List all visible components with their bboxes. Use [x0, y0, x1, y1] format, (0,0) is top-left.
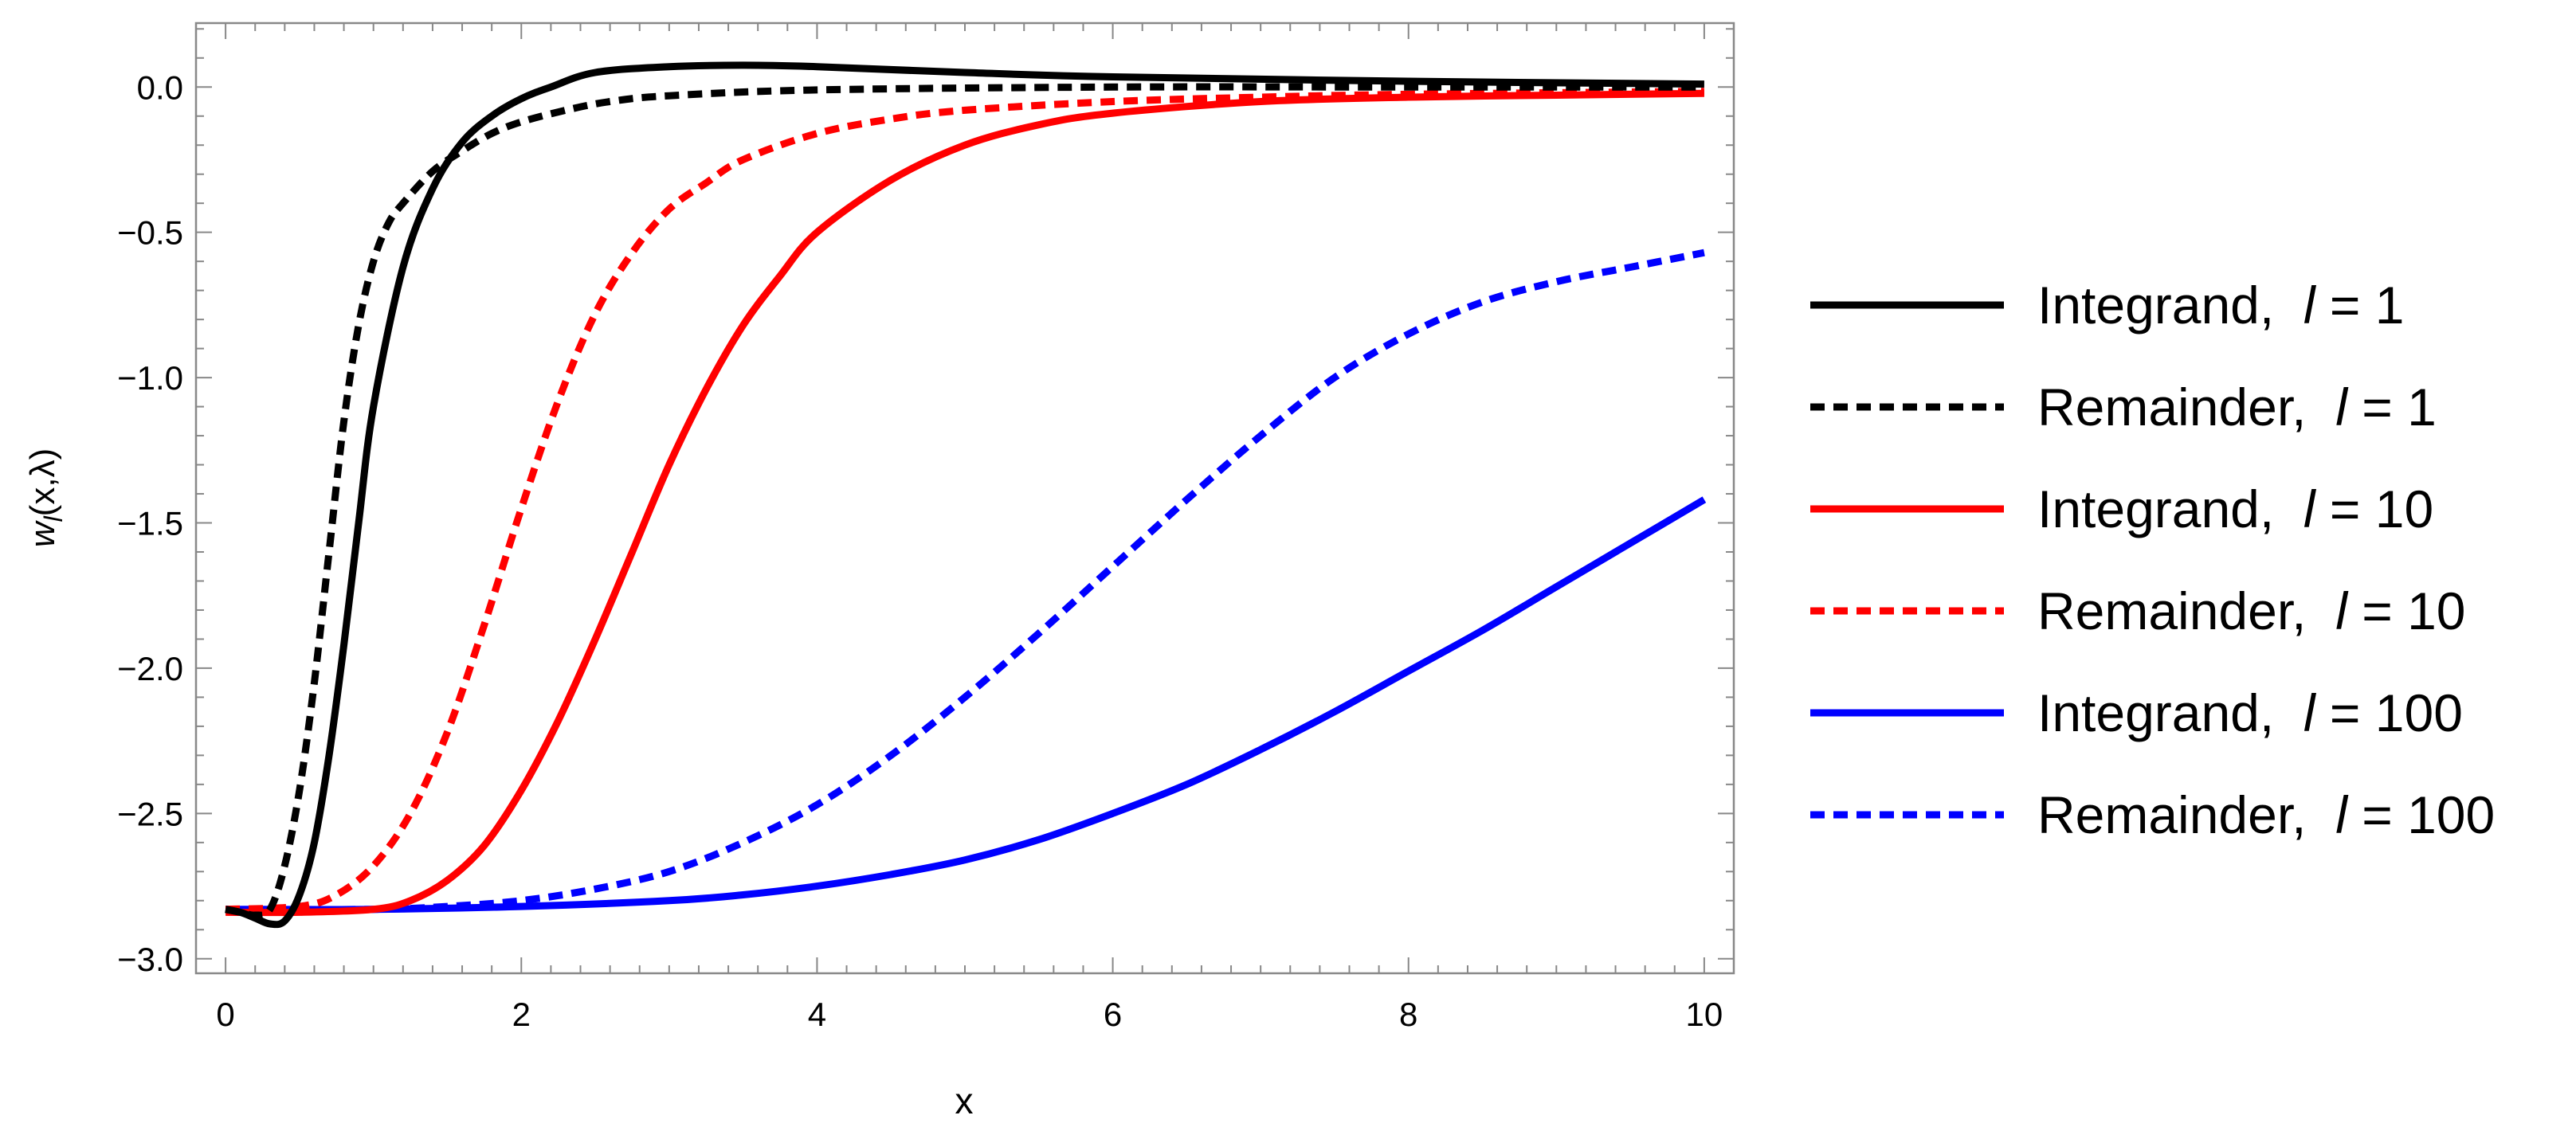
x-tick-label: 2	[512, 996, 531, 1033]
x-axis-label: x	[955, 1080, 974, 1121]
series-line-integrand-l100	[225, 496, 1707, 914]
y-tick-label: −3.0	[117, 941, 183, 978]
series-line-integrand-l10	[225, 89, 1704, 917]
legend-series-name: Remainder,	[2037, 378, 2335, 436]
legend-series-name: Integrand,	[2037, 683, 2304, 742]
x-tick-label: 10	[1686, 996, 1723, 1033]
series-line-integrand-l1	[225, 61, 1704, 929]
legend-l-value: = 1	[2347, 378, 2437, 436]
legend-series-name: Remainder,	[2037, 785, 2335, 844]
legend-l-symbol: l	[2335, 581, 2349, 640]
legend-l-value: = 10	[2315, 479, 2434, 538]
legend-l-symbol: l	[2335, 378, 2349, 436]
legend-l-value: = 1	[2315, 276, 2405, 335]
legend-l-value: = 10	[2347, 581, 2466, 640]
series-line-remainder-l1	[225, 83, 1704, 919]
tick-labels: 0 2 4 6 8 10 0.0 −0.5 −1.0 −1.5 −2.0 −2.5 −3.0	[117, 68, 1723, 1033]
series-group	[225, 61, 1707, 929]
y-tick-label: −0.5	[117, 214, 183, 252]
legend-l-symbol: l	[2304, 276, 2317, 335]
x-tick-label: 4	[808, 996, 826, 1033]
legend-label: Remainder, l = 1	[2037, 378, 2437, 436]
y-tick-label: 0.0	[137, 68, 183, 106]
legend-series-name: Integrand,	[2037, 479, 2304, 538]
x-tick-label: 8	[1399, 996, 1417, 1033]
y-axis-label: wl(x,λ)	[23, 448, 68, 547]
legend-label: Integrand, l = 10	[2037, 479, 2433, 538]
y-tick-label: −1.5	[117, 505, 183, 542]
legend-l-symbol: l	[2304, 683, 2317, 742]
legend-label: Remainder, l = 10	[2037, 581, 2466, 640]
legend-l-value: = 100	[2315, 683, 2463, 742]
legend-l-symbol: l	[2304, 479, 2317, 538]
plot-frame	[194, 22, 1735, 975]
legend-series-name: Remainder,	[2037, 581, 2335, 640]
legend-label: Integrand, l = 1	[2037, 276, 2405, 335]
legend-series-name: Integrand,	[2037, 276, 2304, 335]
legend-label: Remainder, l = 100	[2037, 785, 2495, 844]
x-tick-label: 0	[216, 996, 234, 1033]
y-axis-label-args: (x,λ)	[23, 448, 62, 517]
legend-l-symbol: l	[2335, 785, 2349, 844]
axis-ticks	[195, 23, 1734, 973]
y-tick-label: −1.0	[117, 359, 183, 397]
legend-label: Integrand, l = 100	[2037, 683, 2463, 742]
legend-l-value: = 100	[2347, 785, 2495, 844]
y-tick-label: −2.0	[117, 650, 183, 687]
x-tick-label: 6	[1104, 996, 1122, 1033]
y-axis-label-subscript: l	[39, 515, 68, 522]
series-line-remainder-l10	[225, 88, 1704, 914]
series-line-remainder-l100	[225, 248, 1705, 914]
y-axis-label-symbol: w	[23, 519, 62, 547]
y-tick-label: −2.5	[117, 795, 183, 832]
